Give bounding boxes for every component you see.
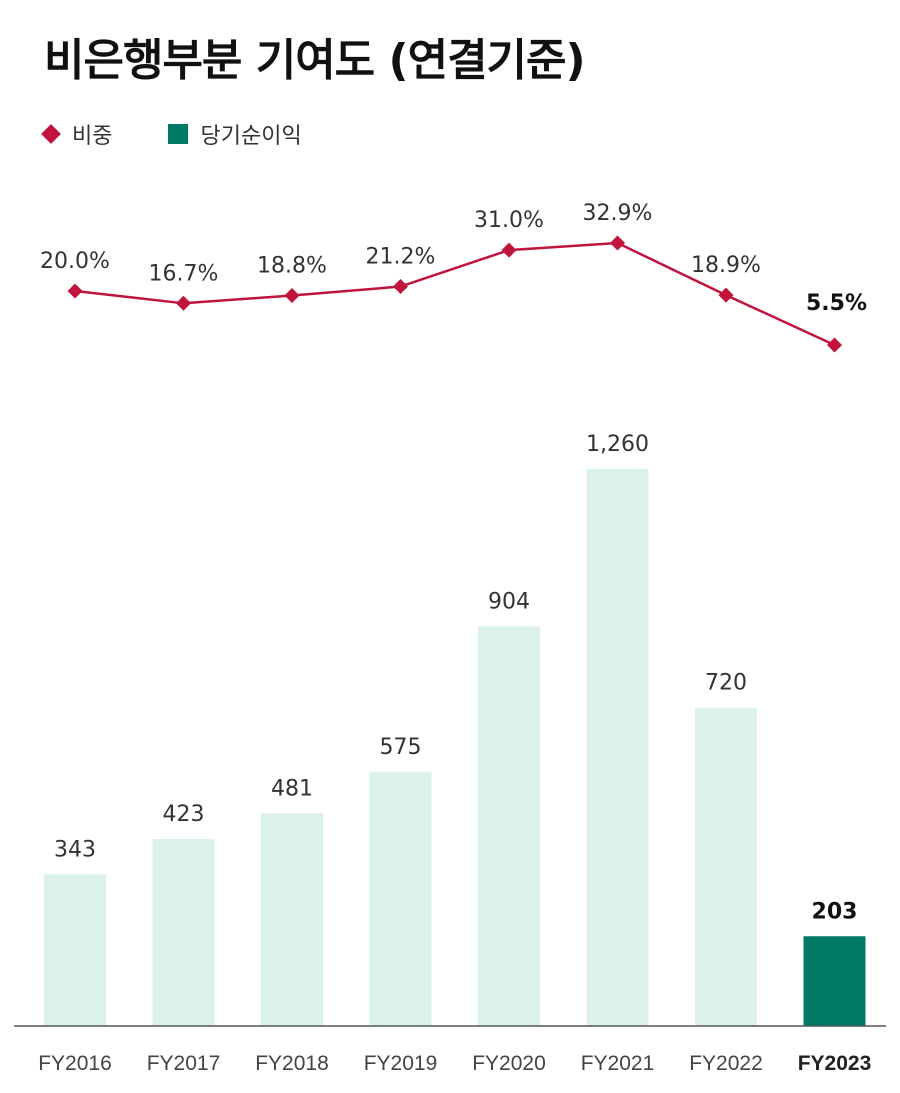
ratio-value-label: 20.0% <box>40 249 110 274</box>
x-tick-label: FY2019 <box>364 1052 438 1075</box>
bar-value-label: 481 <box>271 776 313 801</box>
ratio-marker-FY2016 <box>67 283 83 299</box>
ratio-marker-FY2020 <box>501 242 517 258</box>
x-tick-label: FY2020 <box>472 1052 546 1075</box>
ratio-marker-FY2017 <box>176 295 191 311</box>
bar-FY2022 <box>695 707 757 1026</box>
legend-item-ratio: 비중 <box>40 118 112 150</box>
legend-item-net-income: 당기순이익 <box>168 118 302 150</box>
bar-FY2019 <box>369 771 432 1026</box>
bar-FY2020 <box>478 626 540 1026</box>
ratio-line <box>74 241 836 347</box>
bar-value-label: 720 <box>705 671 747 696</box>
ratio-value-label: 18.8% <box>257 253 327 278</box>
bar-value-label: 904 <box>488 589 530 614</box>
bar-value-label: 203 <box>812 899 858 924</box>
ratio-value-label: 16.7% <box>149 261 219 286</box>
bar-FY2023 <box>803 936 866 1026</box>
square-icon <box>168 124 189 144</box>
x-tick-label: FY2017 <box>147 1052 221 1075</box>
ratio-value-label: 32.9% <box>583 201 653 226</box>
x-tick-label: FY2022 <box>689 1052 763 1075</box>
legend-label-ratio: 비중 <box>72 124 113 149</box>
ratio-marker-FY2022 <box>718 287 734 303</box>
x-tick-label: FY2023 <box>798 1052 872 1075</box>
bar-value-label: 423 <box>163 802 205 827</box>
x-tick-label: FY2018 <box>255 1052 329 1075</box>
ratio-marker-FY2021 <box>610 235 625 251</box>
bar-FY2021 <box>586 469 649 1026</box>
ratio-marker-FY2018 <box>284 287 300 303</box>
ratio-marker-FY2023 <box>827 337 842 353</box>
ratio-value-label: 5.5% <box>806 291 867 316</box>
chart-title: 비은행부분 기여도 (연결기준) <box>44 35 586 86</box>
bar-FY2016 <box>44 874 106 1026</box>
ratio-value-label: 18.9% <box>691 253 761 278</box>
legend-label-net-income: 당기순이익 <box>200 124 302 149</box>
bar-value-label: 1,260 <box>586 432 649 457</box>
x-tick-label: FY2021 <box>581 1052 655 1075</box>
ratio-marker-FY2019 <box>393 279 408 295</box>
bar-value-label: 343 <box>54 837 96 862</box>
x-tick-label: FY2016 <box>38 1052 112 1075</box>
bar-FY2017 <box>152 839 215 1026</box>
bar-value-label: 575 <box>380 735 422 760</box>
bar-FY2018 <box>261 813 323 1026</box>
ratio-value-label: 31.0% <box>474 208 544 233</box>
ratio-value-label: 21.2% <box>366 245 436 270</box>
legend: 비중 당기순이익 <box>40 118 358 150</box>
